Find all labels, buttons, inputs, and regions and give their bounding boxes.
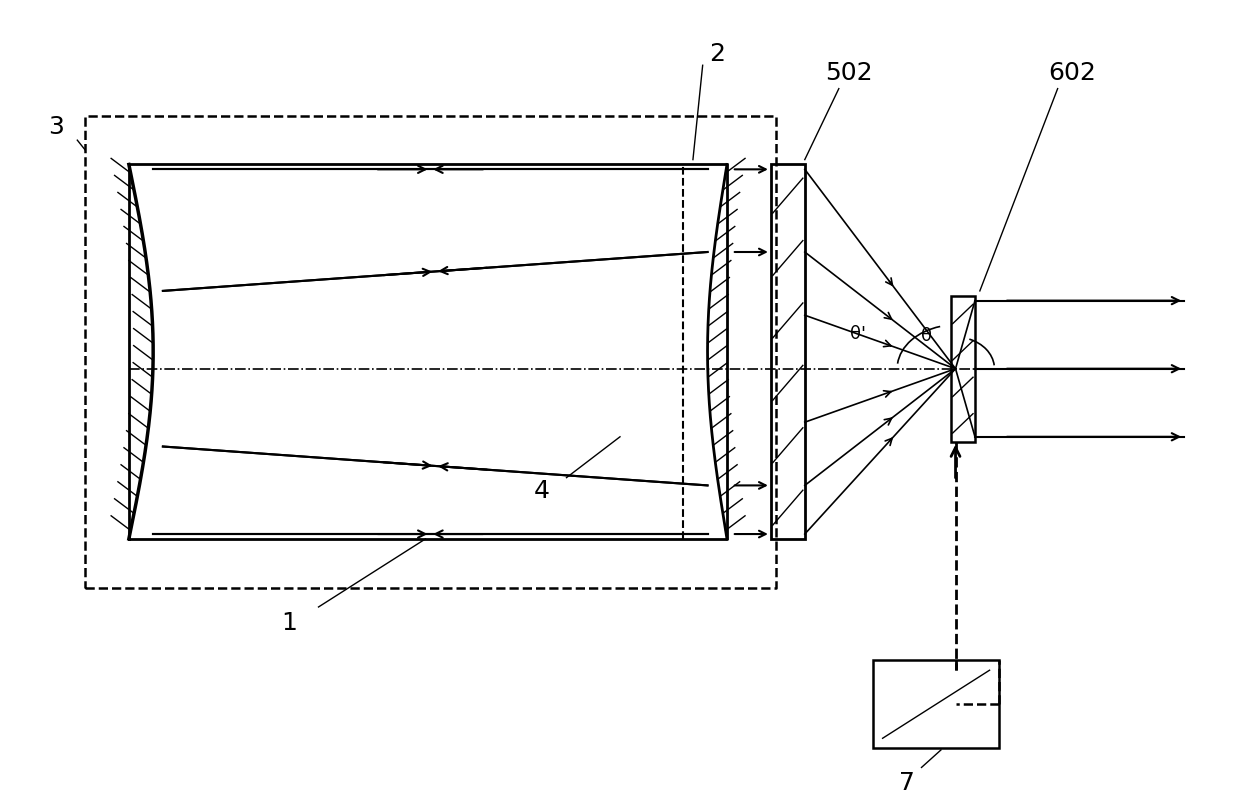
Text: 1: 1 [281,610,298,634]
Text: 4: 4 [534,479,551,503]
Bar [951,297,975,442]
Bar [771,165,805,539]
Text: θ': θ' [851,324,867,342]
Text: 502: 502 [825,61,873,85]
Bar [873,661,999,748]
Text: 2: 2 [709,42,725,66]
Text: 602: 602 [1048,61,1096,85]
Text: θ: θ [921,326,931,344]
Text: 7: 7 [899,770,915,794]
Text: 3: 3 [48,115,63,139]
